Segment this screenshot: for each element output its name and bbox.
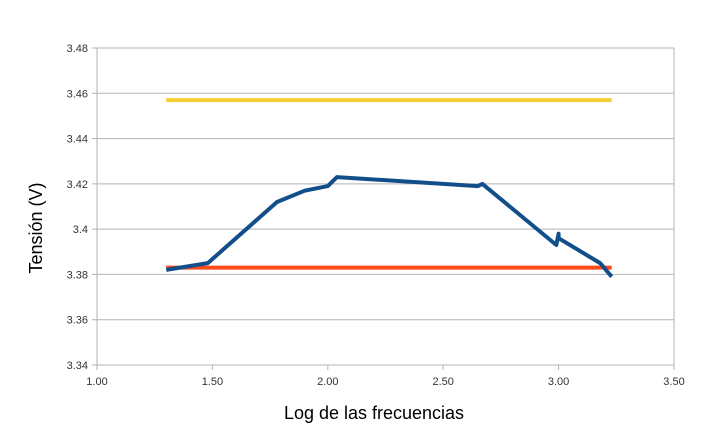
x-tick-label: 1.00 (86, 376, 107, 388)
x-tick-label: 2.00 (317, 376, 338, 388)
y-tick-label: 3.34 (67, 360, 88, 372)
x-tick-label: 2.50 (432, 376, 453, 388)
tick-labels: 3.48 3.46 3.44 3.42 3.4 3.38 3.36 3.34 1.00 1.50 2… (67, 43, 685, 388)
x-tick-label: 1.50 (202, 376, 223, 388)
series-lines (165, 98, 614, 278)
axes (92, 47, 675, 370)
y-tick-label: 3.46 (67, 88, 88, 100)
y-tick-label: 3.36 (67, 315, 88, 327)
x-tick-label: 3.00 (548, 376, 569, 388)
x-tick-label: 3.50 (663, 376, 684, 388)
y-tick-label: 3.42 (67, 179, 88, 191)
series-line-3 (165, 175, 614, 278)
x-axis-title: Log de las frecuencias (284, 403, 464, 423)
y-tick-label: 3.44 (67, 134, 88, 146)
y-tick-label: 3.38 (67, 269, 88, 281)
y-tick-label: 3.48 (67, 43, 88, 55)
y-axis-title: Tensión (V) (26, 182, 46, 273)
y-tick-label: 3.4 (73, 224, 88, 236)
gridlines (97, 47, 674, 366)
